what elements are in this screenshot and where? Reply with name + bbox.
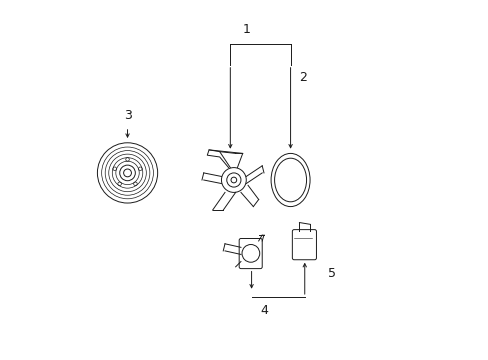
Text: 4: 4: [260, 304, 267, 317]
Text: 5: 5: [327, 266, 335, 280]
Text: 3: 3: [123, 108, 131, 122]
Text: 1: 1: [242, 23, 250, 36]
Text: 2: 2: [299, 71, 306, 84]
